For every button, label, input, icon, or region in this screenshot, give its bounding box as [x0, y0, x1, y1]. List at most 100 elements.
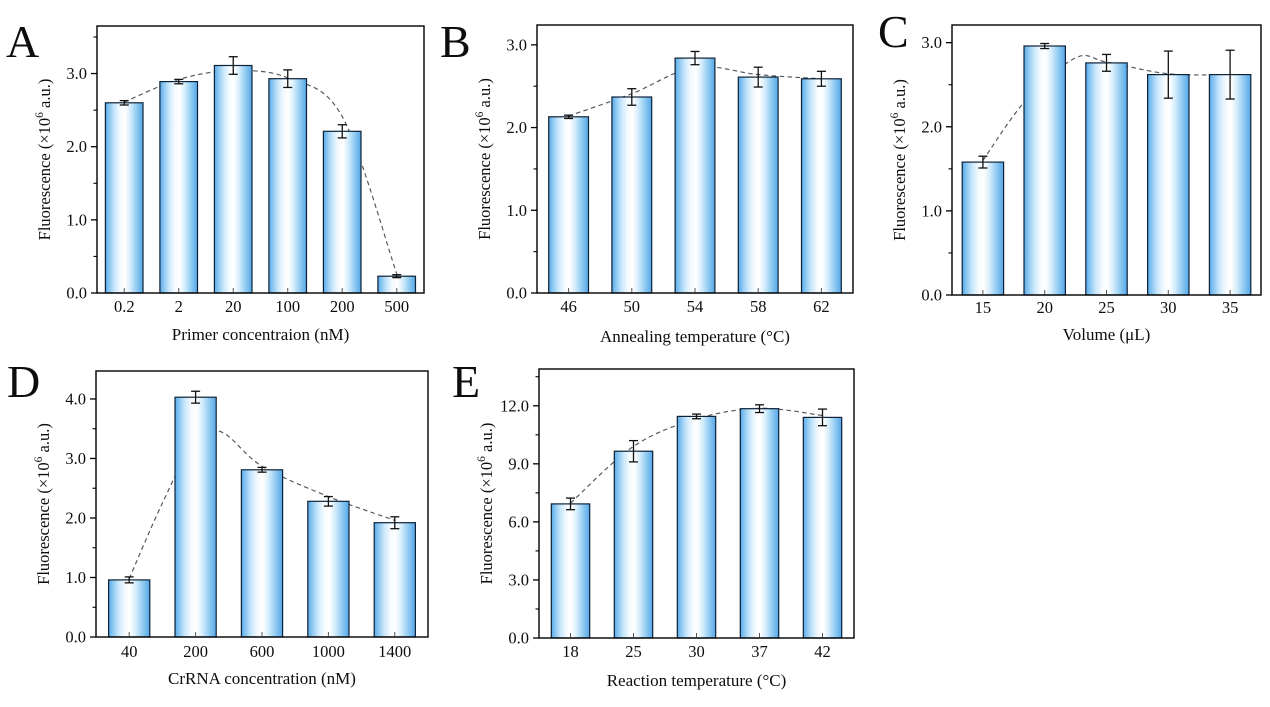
y-tick-label: 1.0	[921, 201, 942, 220]
panel-letter-a: A	[6, 16, 39, 67]
panel-letter-b: B	[440, 16, 471, 67]
error-bar	[1163, 50, 1173, 99]
x-tick-label: 30	[688, 642, 705, 661]
bar-50	[611, 96, 653, 294]
y-tick-label: 0.0	[506, 284, 527, 303]
bar-40	[107, 579, 151, 638]
x-tick-label: 20	[1036, 298, 1053, 317]
y-axis-title: Fluorescence (×106 a.u.)	[889, 79, 909, 241]
error-bar	[1225, 49, 1235, 100]
error-bar	[816, 70, 826, 87]
bar-62	[800, 78, 842, 294]
x-tick-label: 62	[813, 297, 830, 316]
bar-600	[240, 469, 284, 638]
error-bar	[566, 497, 575, 511]
y-tick-label: 0.0	[921, 286, 942, 305]
bar-46	[548, 116, 590, 294]
error-bar	[392, 274, 402, 279]
bar-200	[174, 396, 217, 638]
bar-25	[613, 450, 654, 639]
y-tick-label: 12.0	[500, 396, 529, 415]
error-bar	[1102, 53, 1111, 72]
bar-20	[213, 64, 253, 294]
bar-35	[1208, 73, 1252, 296]
x-tick-label: 42	[814, 642, 831, 661]
bar-2	[159, 80, 199, 294]
y-tick-label: 1.0	[506, 201, 527, 220]
x-tick-label: 15	[975, 298, 992, 317]
x-axis-title: Reaction temperature (°C)	[607, 671, 787, 690]
y-tick-label: 9.0	[508, 454, 529, 473]
y-tick-label: 3.0	[508, 570, 529, 589]
y-tick-label: 0.0	[508, 629, 529, 648]
x-tick-label: 35	[1222, 298, 1239, 317]
x-tick-label: 50	[624, 297, 641, 316]
y-tick-label: 3.0	[66, 64, 87, 83]
bar-1400	[373, 522, 417, 638]
error-bar	[323, 495, 333, 507]
error-bar	[174, 78, 184, 85]
error-bar	[755, 404, 764, 414]
plot-frame	[538, 368, 855, 639]
bar-0.2	[104, 102, 144, 294]
panel-e-chart: 0.0 3.0 6.0 9.0 12.0 18 25 30 37 42 Reaction tempe…	[452, 356, 855, 690]
error-bar	[564, 114, 574, 120]
x-axis-title: Primer concentraion (nM)	[172, 325, 350, 344]
error-bar	[627, 88, 637, 106]
x-tick-label: 200	[330, 297, 355, 316]
error-bar	[692, 413, 701, 420]
x-tick-label: 25	[625, 642, 642, 661]
x-tick-label: 2	[175, 297, 183, 316]
x-tick-label: 37	[751, 642, 768, 661]
error-bar	[978, 155, 988, 169]
x-tick-label: 18	[562, 642, 579, 661]
x-tick-label: 1400	[378, 642, 411, 661]
bar-18	[550, 503, 591, 639]
plot-frame	[951, 24, 1262, 296]
panel-letter-d: D	[7, 356, 40, 407]
bar-100	[268, 78, 308, 294]
error-bar	[629, 439, 638, 463]
y-axis-title: Fluorescence (×106 a.u.)	[34, 79, 54, 241]
x-tick-label: 200	[183, 642, 208, 661]
y-tick-label: 0.0	[65, 628, 86, 647]
x-tick-label: 46	[560, 297, 577, 316]
x-tick-label: 58	[750, 297, 767, 316]
y-tick-label: 1.0	[66, 210, 87, 229]
y-tick-label: 3.0	[506, 35, 527, 54]
error-bar	[124, 576, 134, 584]
panel-letter-c: C	[878, 6, 909, 57]
error-bar	[390, 516, 400, 530]
x-axis-title: Annealing temperature (°C)	[600, 327, 790, 346]
y-tick-label: 6.0	[508, 512, 529, 531]
panel-d-chart: 0.0 1.0 2.0 3.0 4.0 40 200 600 1000 1400 CrRNA con…	[7, 356, 429, 688]
x-tick-label: 30	[1160, 298, 1177, 317]
x-tick-label: 500	[384, 297, 409, 316]
error-bar	[690, 50, 700, 66]
x-tick-label: 600	[250, 642, 275, 661]
x-tick-label: 1000	[312, 642, 345, 661]
y-tick-label: 3.0	[65, 449, 86, 468]
error-bar	[1040, 42, 1050, 50]
bar-15	[961, 161, 1005, 296]
bar-30	[676, 415, 717, 639]
error-bar	[119, 99, 129, 106]
bar-30	[1147, 73, 1190, 296]
y-tick-label: 2.0	[506, 118, 527, 137]
error-bar	[228, 56, 238, 75]
y-axis-title: Fluorescence (×106 a.u.)	[33, 423, 53, 585]
bar-58	[737, 76, 779, 294]
plot-frame	[536, 24, 854, 294]
x-tick-label: 100	[275, 297, 300, 316]
panel-letter-e: E	[452, 356, 480, 407]
bar-54	[674, 57, 716, 294]
y-tick-label: 1.0	[65, 568, 86, 587]
y-tick-label: 2.0	[65, 508, 86, 527]
plot-frame	[95, 370, 429, 638]
x-tick-label: 25	[1098, 298, 1115, 317]
y-axis-title: Fluorescence (×106 a.u.)	[476, 423, 496, 585]
y-tick-label: 3.0	[921, 33, 942, 52]
x-tick-label: 54	[687, 297, 704, 316]
y-tick-label: 2.0	[66, 137, 87, 156]
